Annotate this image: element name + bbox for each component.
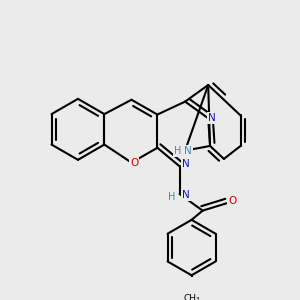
Text: N: N bbox=[182, 190, 190, 200]
Text: O: O bbox=[130, 158, 138, 168]
Text: H: H bbox=[169, 192, 176, 202]
Text: N: N bbox=[208, 113, 216, 123]
Text: N: N bbox=[184, 146, 192, 156]
Text: H: H bbox=[174, 146, 182, 156]
Text: N: N bbox=[182, 159, 190, 170]
Text: CH₃: CH₃ bbox=[183, 294, 200, 300]
Text: O: O bbox=[228, 196, 236, 206]
